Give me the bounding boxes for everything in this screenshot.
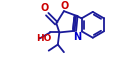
Text: N: N [73, 32, 81, 42]
Text: O: O [41, 3, 49, 13]
Text: HO: HO [36, 34, 52, 43]
Text: O: O [61, 1, 69, 11]
